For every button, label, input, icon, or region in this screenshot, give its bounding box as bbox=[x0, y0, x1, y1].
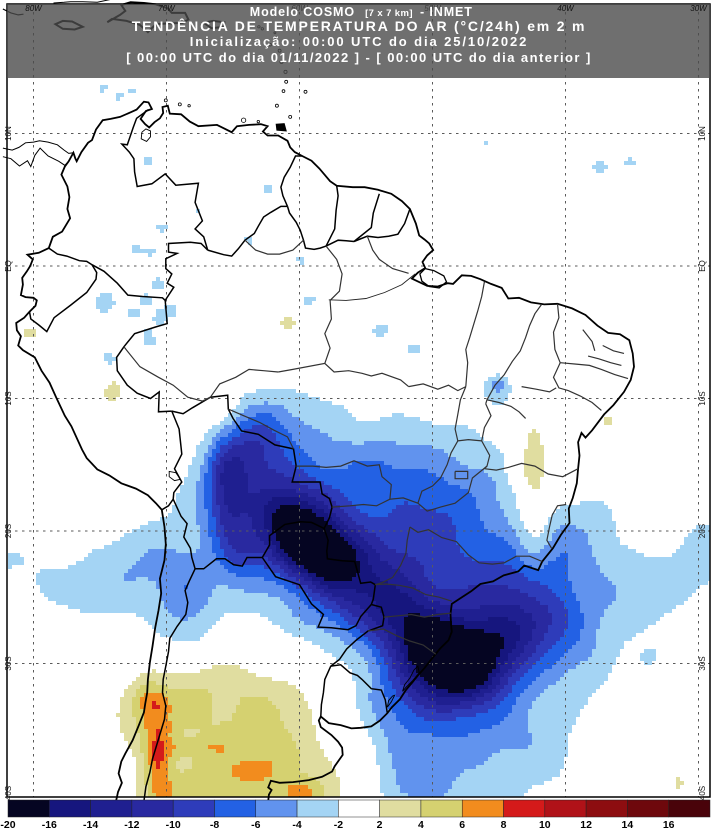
svg-text:10S: 10S bbox=[4, 391, 13, 405]
svg-text:-8: -8 bbox=[210, 819, 219, 831]
svg-text:10S: 10S bbox=[698, 391, 707, 405]
svg-text:14: 14 bbox=[622, 819, 634, 831]
svg-text:10: 10 bbox=[539, 819, 551, 831]
svg-text:10N: 10N bbox=[698, 126, 707, 141]
svg-text:40S: 40S bbox=[698, 786, 707, 800]
svg-text:-10: -10 bbox=[166, 819, 181, 831]
svg-text:[ 00:00 UTC do dia 01/11/2022: [ 00:00 UTC do dia 01/11/2022 ] - [ 00:0… bbox=[126, 50, 592, 65]
svg-text:40S: 40S bbox=[4, 786, 13, 800]
svg-text:Modelo COSMO: Modelo COSMO bbox=[250, 5, 355, 19]
svg-text:40W: 40W bbox=[557, 4, 575, 13]
svg-text:6: 6 bbox=[459, 819, 465, 831]
svg-text:EQ: EQ bbox=[4, 260, 13, 272]
svg-text:30W: 30W bbox=[690, 4, 708, 13]
svg-text:-2: -2 bbox=[334, 819, 343, 831]
svg-text:-6: -6 bbox=[251, 819, 260, 831]
svg-text:4: 4 bbox=[418, 819, 424, 831]
svg-text:8: 8 bbox=[501, 819, 507, 831]
svg-text:30S: 30S bbox=[4, 656, 13, 670]
svg-text:16: 16 bbox=[663, 819, 675, 831]
svg-text:[7 x 7 km]: [7 x 7 km] bbox=[365, 8, 413, 19]
svg-text:20S: 20S bbox=[4, 524, 13, 538]
svg-text:Inicialização: 00:00 UTC do di: Inicialização: 00:00 UTC do dia 25/10/20… bbox=[190, 34, 528, 49]
svg-text:-14: -14 bbox=[83, 819, 98, 831]
svg-text:80W: 80W bbox=[25, 4, 43, 13]
svg-text:-16: -16 bbox=[42, 819, 57, 831]
svg-text:20S: 20S bbox=[698, 524, 707, 538]
svg-text:-12: -12 bbox=[124, 819, 139, 831]
svg-text:- INMET: - INMET bbox=[420, 5, 473, 19]
svg-text:12: 12 bbox=[580, 819, 592, 831]
svg-text:-4: -4 bbox=[292, 819, 301, 831]
svg-text:10N: 10N bbox=[4, 126, 13, 141]
svg-text:-20: -20 bbox=[0, 819, 15, 831]
svg-text:30S: 30S bbox=[698, 656, 707, 670]
svg-text:70W: 70W bbox=[158, 4, 176, 13]
svg-text:EQ: EQ bbox=[698, 260, 707, 272]
svg-text:TENDÊNCIA DE TEMPERATURA DO AR: TENDÊNCIA DE TEMPERATURA DO AR (°C/24h) … bbox=[132, 17, 587, 34]
svg-text:2: 2 bbox=[377, 819, 383, 831]
